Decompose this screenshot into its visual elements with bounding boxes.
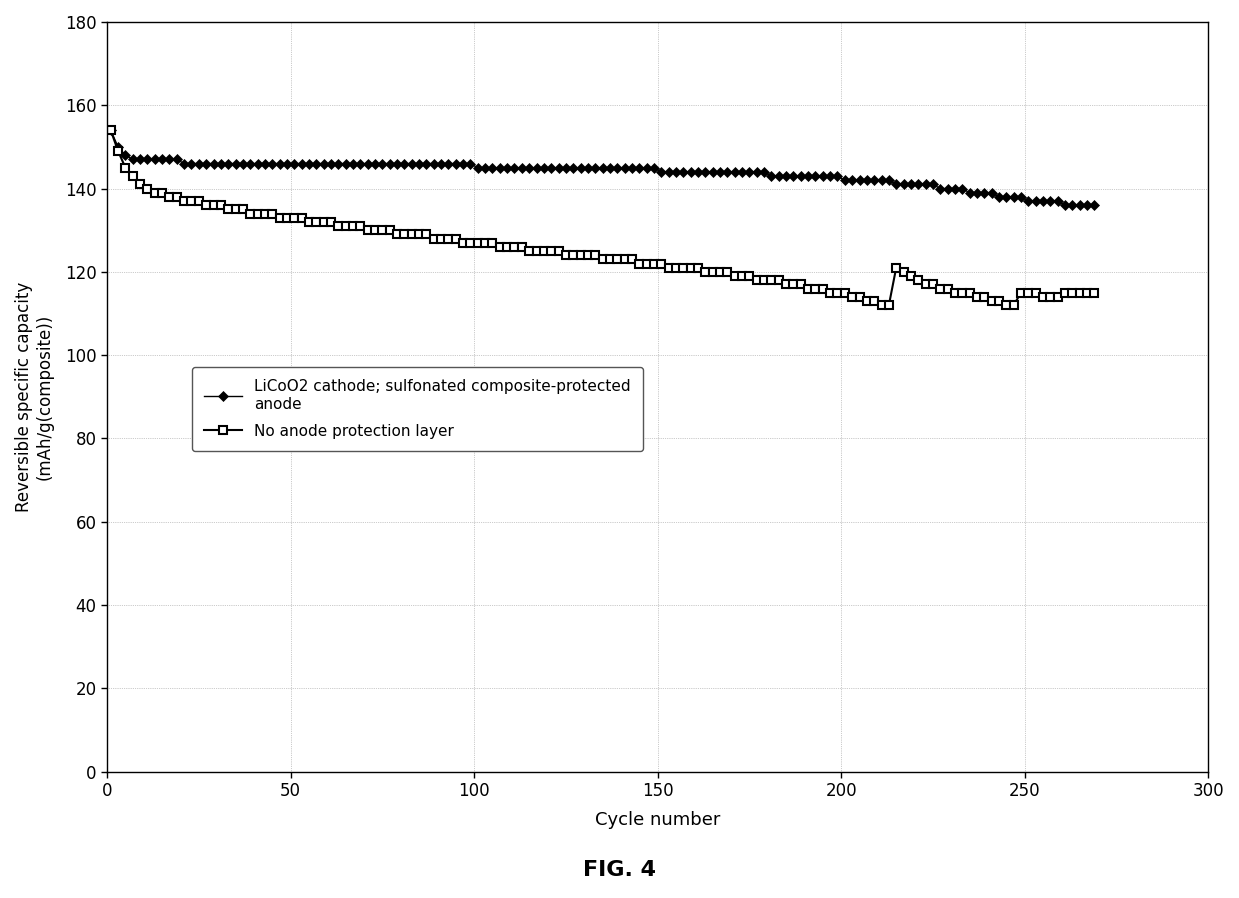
LiCoO2 cathode; sulfonated composite-protected
anode [1087,200,1101,211]
Text: FIG. 4: FIG. 4 [584,860,655,880]
X-axis label: Cycle number: Cycle number [595,811,720,829]
Legend: LiCoO2 cathode; sulfonated composite-protected
anode, No anode protection layer: LiCoO2 cathode; sulfonated composite-pro… [192,367,643,451]
No anode protection layer [1087,287,1101,298]
Line: No anode protection layer: No anode protection layer [107,126,1099,309]
LiCoO2 cathode; sulfonated composite-protected
anode [955,183,970,194]
LiCoO2 cathode; sulfonated composite-protected
anode [662,166,676,177]
LiCoO2 cathode; sulfonated composite-protected
anode [1021,196,1036,207]
No anode protection layer [1028,287,1043,298]
LiCoO2 cathode; sulfonated composite-protected
anode [808,171,823,181]
No anode protection layer [331,221,346,232]
No anode protection layer [963,287,978,298]
No anode protection layer [103,125,118,136]
LiCoO2 cathode; sulfonated composite-protected
anode [624,163,639,173]
Y-axis label: Reversible specific capacity
(mAh/g(composite)): Reversible specific capacity (mAh/g(comp… [15,282,53,512]
No anode protection layer [662,262,676,273]
Line: LiCoO2 cathode; sulfonated composite-protected
anode: LiCoO2 cathode; sulfonated composite-pro… [108,127,1098,208]
LiCoO2 cathode; sulfonated composite-protected
anode [103,125,118,136]
No anode protection layer [624,254,639,265]
LiCoO2 cathode; sulfonated composite-protected
anode [1058,200,1073,211]
No anode protection layer [873,300,888,311]
LiCoO2 cathode; sulfonated composite-protected
anode [331,158,346,169]
No anode protection layer [808,283,823,294]
